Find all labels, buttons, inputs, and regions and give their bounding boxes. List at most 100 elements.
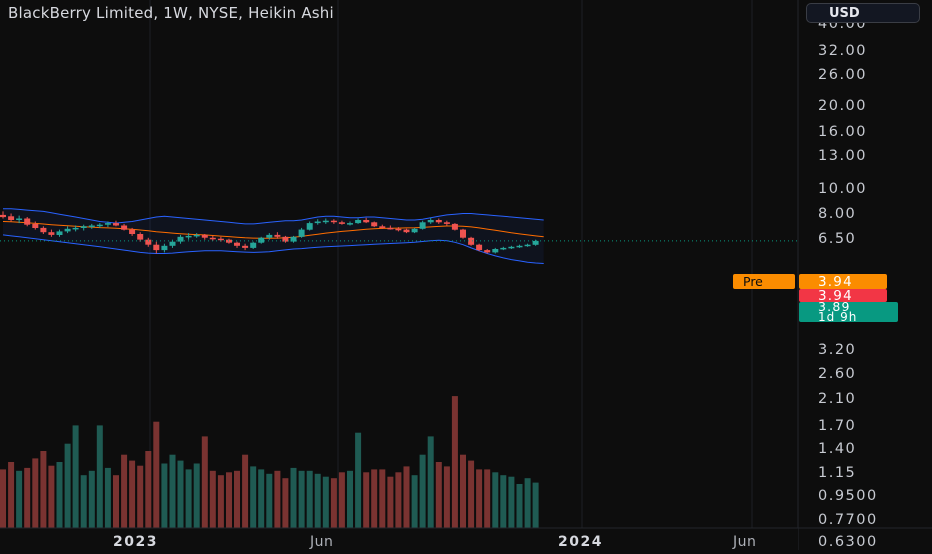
candle-body	[330, 220, 337, 223]
candle-body	[443, 222, 450, 224]
candle-body	[104, 223, 111, 225]
candle-body	[419, 222, 426, 229]
volume-bar	[290, 467, 297, 528]
volume-bar	[40, 451, 47, 528]
candle-body	[500, 247, 507, 250]
candle-body	[532, 240, 539, 245]
y-tick-label: 0.7700	[818, 512, 878, 528]
candle-body	[347, 223, 353, 225]
volume-bar	[484, 469, 491, 528]
candle-body	[363, 220, 370, 223]
volume-bar	[419, 454, 426, 528]
candle-body	[137, 234, 144, 240]
x-tick-label: Jun	[309, 534, 333, 550]
volume-bar	[508, 476, 515, 528]
volume-bar	[113, 475, 119, 528]
candle-body	[516, 245, 523, 248]
volume-bar	[153, 421, 160, 528]
volume-bar	[129, 460, 136, 528]
candle-body	[177, 236, 184, 242]
candle-body	[395, 228, 402, 231]
last-price-tag	[799, 289, 887, 302]
y-tick-label: 2.60	[818, 366, 856, 382]
symbol-title: BlackBerry Limited, 1W, NYSE, Heikin Ash…	[8, 4, 334, 22]
candle-body	[234, 242, 240, 246]
volume-bar	[395, 472, 402, 528]
candle-body	[32, 223, 39, 228]
volume-bar	[177, 460, 184, 528]
volume-bar	[96, 425, 103, 528]
candle-body	[435, 220, 442, 223]
volume-bar	[72, 425, 79, 528]
candle-body	[476, 244, 483, 251]
y-tick-label: 2.10	[818, 391, 856, 407]
volume-bar	[322, 476, 329, 528]
volume-bar	[379, 469, 386, 528]
volume-bar	[226, 472, 232, 528]
volume-bar	[476, 469, 483, 528]
volume-bar	[468, 460, 475, 528]
band-fill	[3, 208, 544, 264]
volume-bar	[363, 472, 370, 528]
volume-bar	[443, 466, 450, 528]
volume-bar	[0, 469, 6, 528]
candle-body	[314, 221, 321, 224]
last-price-label: 3.94	[818, 288, 853, 304]
volume-bar	[306, 470, 313, 528]
candle-body	[266, 234, 273, 238]
candle-body	[8, 216, 15, 220]
volume-bar	[169, 454, 176, 528]
candle-body	[411, 228, 418, 233]
candle-body	[129, 229, 136, 234]
volume-bar	[193, 463, 200, 528]
volume-bar	[8, 462, 15, 528]
volume-bar	[274, 470, 281, 528]
volume-bar	[201, 436, 208, 528]
volume-bar	[298, 470, 305, 528]
volume-bar	[88, 470, 95, 528]
candle-body	[88, 225, 95, 227]
candle-body	[274, 234, 281, 237]
y-tick-label: 0.9500	[818, 488, 878, 504]
candle-body	[427, 220, 434, 223]
countdown-label: 1d 9h	[818, 310, 857, 324]
volume-bar	[355, 432, 362, 528]
volume-bar	[500, 475, 507, 528]
candle-body	[185, 235, 192, 238]
candle-body	[403, 229, 410, 233]
candle-body	[298, 229, 305, 237]
candle-body	[217, 238, 224, 241]
volume-bar	[427, 436, 434, 528]
candle-body	[355, 220, 362, 224]
volume-bar	[460, 454, 466, 528]
candle-body	[524, 244, 531, 247]
candle-body	[371, 222, 378, 227]
candle-body	[306, 223, 313, 230]
candle-body	[387, 227, 394, 230]
x-tick-label: 2023	[113, 534, 158, 550]
y-tick-label: 8.00	[818, 206, 856, 222]
candle-body	[258, 237, 265, 243]
volume-bar	[532, 482, 539, 528]
candle-body	[169, 241, 176, 246]
volume-bar	[282, 478, 289, 528]
candle-body	[250, 242, 257, 248]
candle-body	[161, 245, 168, 251]
candle-body	[242, 245, 249, 248]
volume-bar	[330, 478, 337, 528]
candle-body	[24, 218, 31, 225]
volume-bar	[314, 473, 321, 528]
volume-bar	[16, 470, 23, 528]
candle-body	[460, 229, 466, 238]
volume-bar	[32, 458, 39, 528]
y-tick-label: 1.70	[818, 418, 856, 434]
current-price-tag	[799, 302, 898, 322]
volume-bar	[185, 469, 192, 528]
currency-button[interactable]: USD	[806, 3, 920, 23]
x-tick-label: Jun	[732, 534, 756, 550]
y-tick-label: 1.15	[818, 465, 856, 481]
candle-body	[56, 231, 63, 235]
volume-bar	[250, 466, 257, 528]
